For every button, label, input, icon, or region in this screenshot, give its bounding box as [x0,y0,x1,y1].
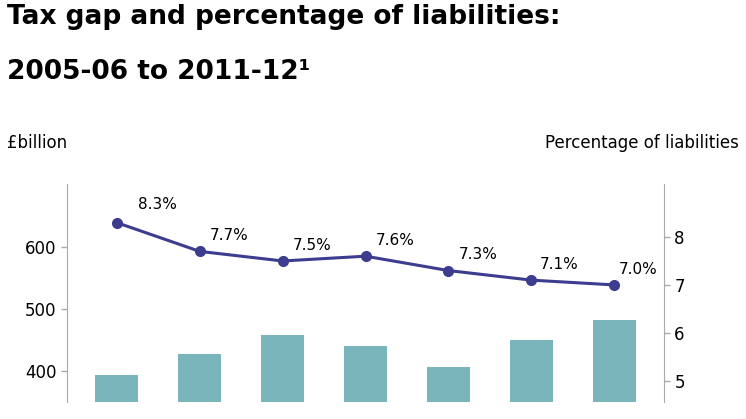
Text: 2005-06 to 2011-12¹: 2005-06 to 2011-12¹ [7,59,311,85]
Bar [510,340,553,419]
Text: 7.7%: 7.7% [210,228,248,243]
Text: 7.3%: 7.3% [458,247,498,262]
Bar [427,367,470,419]
Text: 7.6%: 7.6% [375,233,414,248]
Bar [178,354,222,419]
Text: 7.1%: 7.1% [539,257,578,272]
Text: Percentage of liabilities: Percentage of liabilities [545,134,739,152]
Bar [95,375,139,419]
Bar [261,335,304,419]
Text: 7.0%: 7.0% [618,262,657,277]
Text: £billion: £billion [7,134,68,152]
Text: Tax gap and percentage of liabilities:: Tax gap and percentage of liabilities: [7,4,561,30]
Text: 7.5%: 7.5% [292,238,331,253]
Bar [344,346,387,419]
Text: 8.3%: 8.3% [137,197,177,212]
Bar [592,320,636,419]
